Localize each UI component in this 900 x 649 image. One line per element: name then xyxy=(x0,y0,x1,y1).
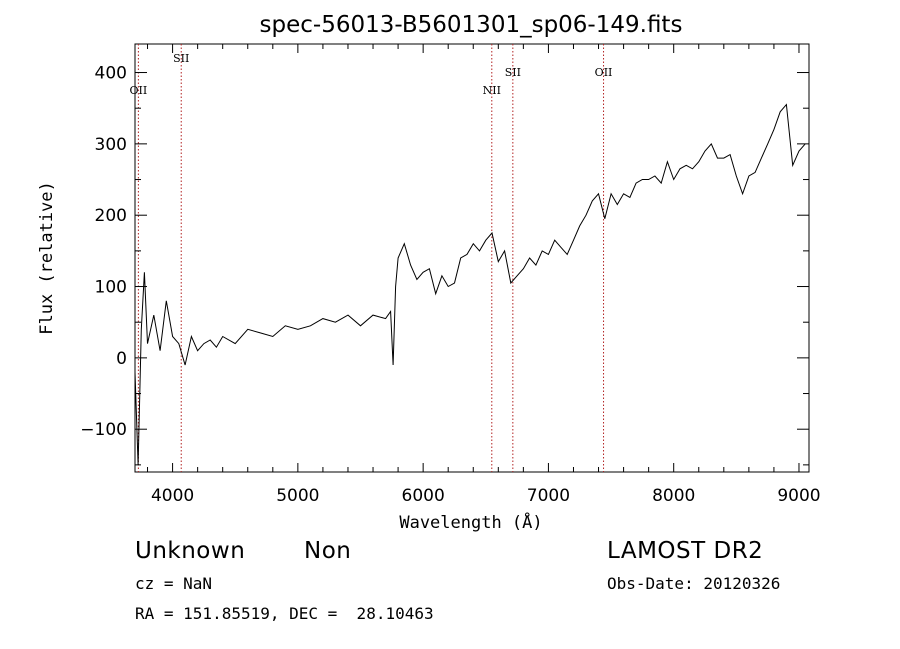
x-tick-label: 7000 xyxy=(527,486,570,506)
redshift-text: cz = NaN xyxy=(135,574,213,593)
emission-line-labels: OII SII NII SII OII xyxy=(130,52,613,97)
y-tick-label: 100 xyxy=(95,278,127,298)
coordinates-text: RA = 151.85519, DEC = 28.10463 xyxy=(135,604,434,623)
x-tick-label: 8000 xyxy=(652,486,695,506)
x-axis-label: Wavelength (Å) xyxy=(399,511,542,533)
plot-frame xyxy=(134,43,810,473)
object-class: Unknown xyxy=(135,538,246,564)
y-tick-label: 200 xyxy=(95,206,127,226)
obs-date-text: Obs-Date: 20120326 xyxy=(607,574,781,593)
emission-line-markers xyxy=(137,44,605,472)
emission-line-label: OII xyxy=(130,84,148,97)
emission-line-label: NII xyxy=(483,84,501,97)
chart-title: spec-56013-B5601301_sp06-149.fits xyxy=(260,12,683,38)
object-subclass: Non xyxy=(304,538,352,564)
y-tick-label: −100 xyxy=(80,420,127,440)
x-axis: 4000 5000 6000 7000 8000 9000 xyxy=(147,44,821,506)
y-axis: −100 0 100 200 300 400 xyxy=(80,64,809,466)
x-tick-label: 4000 xyxy=(151,486,194,506)
x-tick-label: 5000 xyxy=(276,486,319,506)
emission-line-label: SII xyxy=(505,66,521,79)
spectrum-series-line xyxy=(134,103,806,465)
emission-line-label: OII xyxy=(595,66,613,79)
x-tick-label: 6000 xyxy=(402,486,445,506)
x-tick-label: 9000 xyxy=(777,486,820,506)
y-axis-label: Flux (relative) xyxy=(37,181,57,335)
emission-line-label: SII xyxy=(173,52,189,65)
survey-name: LAMOST DR2 xyxy=(607,538,764,564)
y-tick-label: 400 xyxy=(95,64,127,84)
y-tick-label: 0 xyxy=(116,349,127,369)
y-tick-label: 300 xyxy=(95,135,127,155)
